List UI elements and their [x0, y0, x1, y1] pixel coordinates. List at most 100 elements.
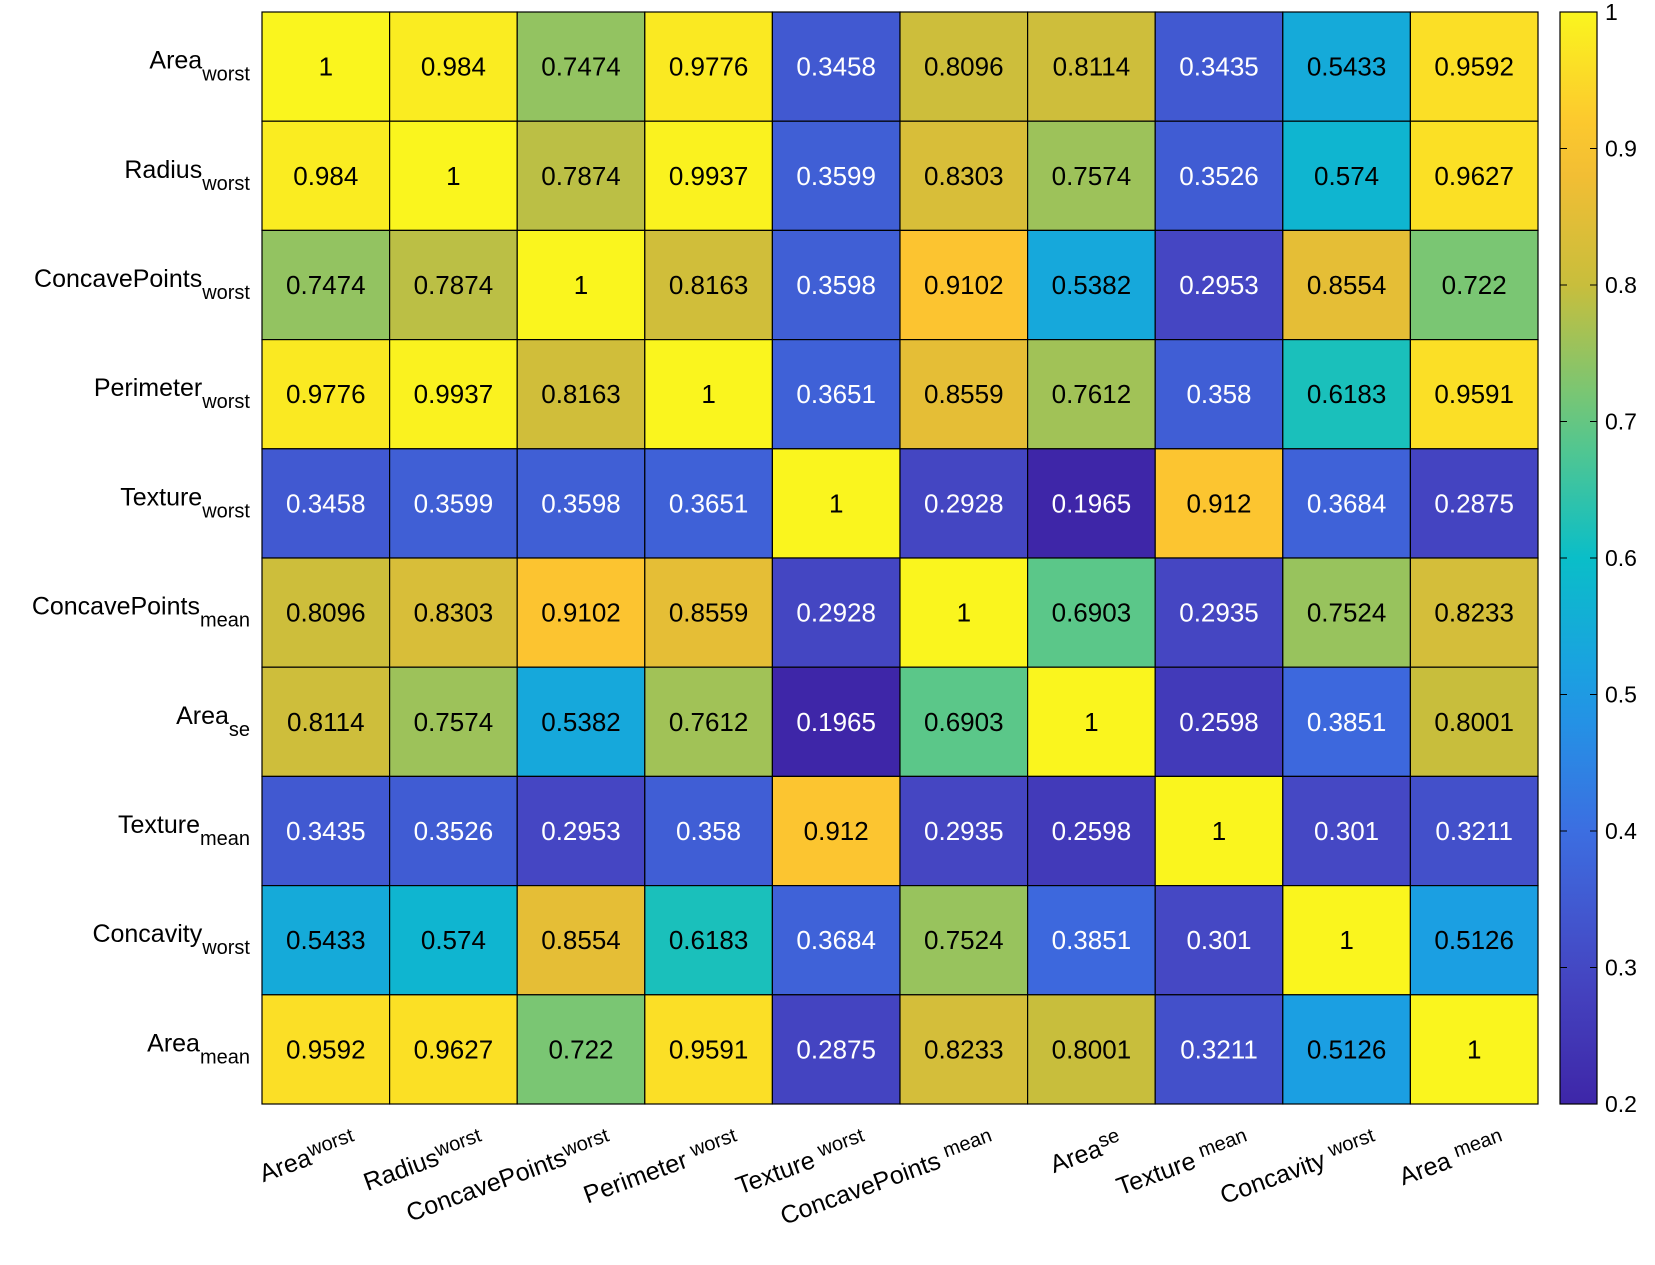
cell-value-label: 0.3435: [286, 816, 366, 846]
colorbar-tick-label: 0.6: [1605, 545, 1637, 571]
cell-value-label: 0.9776: [286, 379, 366, 409]
heatmap-cell: [644, 11, 773, 122]
cell-value-label: 0.7524: [1307, 598, 1387, 628]
cell-value-label: 0.3684: [1307, 488, 1387, 518]
heatmap-cell: [1409, 339, 1539, 450]
heatmap-cell: [1282, 120, 1412, 231]
heatmap-cell: [1409, 884, 1539, 996]
heatmap-cell: [516, 884, 646, 996]
cell-value-label: 0.9627: [414, 1034, 494, 1064]
cell-value-label: 0.8233: [1434, 598, 1514, 628]
cell-value-label: 0.984: [421, 52, 486, 82]
heatmap-cell: [899, 339, 1029, 450]
heatmap-cell: [516, 11, 646, 122]
cell-value-label: 0.2953: [1179, 270, 1259, 300]
cell-value-label: 0.9592: [1434, 52, 1514, 82]
heatmap-cells: 1 0.984 0.7474 0.9776 0.3458 0.8096 0.8114 0.34…: [261, 11, 1539, 1105]
cell-value-label: 0.722: [548, 1034, 613, 1064]
cell-value-label: 0.7874: [541, 161, 621, 191]
cell-value-label: 0.6903: [924, 707, 1004, 737]
heatmap-cell: [644, 666, 773, 778]
cell-value-label: 1: [574, 270, 588, 300]
column-label: Arease: [1045, 1125, 1125, 1179]
cell-value-label: 0.3684: [796, 925, 876, 955]
cell-value-label: 0.9102: [541, 598, 621, 628]
row-label: ConcavePointsmean: [32, 593, 250, 632]
cell-value-label: 0.574: [421, 925, 486, 955]
heatmap-cell: [516, 229, 646, 341]
colorbar-tick-label: 0.8: [1605, 272, 1637, 298]
cell-value-label: 0.8554: [1307, 270, 1387, 300]
heatmap-cell: [1026, 229, 1156, 341]
colorbar-tick-label: 0.3: [1605, 955, 1637, 981]
column-label: ConcavePoints mean: [776, 1125, 998, 1231]
cell-value-label: 0.3851: [1052, 925, 1132, 955]
heatmap-cell: [1154, 120, 1284, 231]
cell-value-label: 0.301: [1186, 925, 1251, 955]
cell-value-label: 0.7574: [1052, 161, 1132, 191]
cell-value-label: 0.9627: [1434, 161, 1514, 191]
cell-value-label: 0.3458: [796, 52, 876, 82]
cell-value-label: 0.7612: [1052, 379, 1132, 409]
heatmap-cell: [516, 557, 646, 668]
cell-value-label: 0.3598: [796, 270, 876, 300]
heatmap-cell: [261, 557, 391, 668]
heatmap-cell: [389, 448, 518, 559]
heatmap-cell: [1282, 994, 1412, 1105]
heatmap-cell: [1282, 229, 1412, 341]
cell-value-label: 0.3458: [286, 488, 366, 518]
cell-value-label: 0.6183: [669, 925, 749, 955]
heatmap-cell: [644, 994, 773, 1105]
heatmap-cell: [1154, 229, 1284, 341]
cell-value-label: 1: [446, 161, 460, 191]
heatmap-cell: [261, 994, 391, 1105]
heatmap-cell: [771, 120, 901, 231]
cell-value-label: 0.3598: [541, 488, 621, 518]
row-label: Areamean: [147, 1029, 250, 1068]
cell-value-label: 0.3651: [796, 379, 876, 409]
heatmap-cell: [1409, 120, 1539, 231]
row-label: Areaworst: [149, 47, 250, 86]
row-label: Textureworst: [120, 483, 250, 522]
heatmap-cell: [1026, 884, 1156, 996]
heatmap-cell: [261, 339, 391, 450]
cell-value-label: 0.8001: [1052, 1034, 1132, 1064]
heatmap-cell: [771, 775, 901, 887]
cell-value-label: 1: [1339, 925, 1353, 955]
colorbar: 0.2 0.3 0.4 0.5 0.6 0.7 0.8 0.9 1: [1559, 0, 1637, 1117]
cell-value-label: 0.3211: [1435, 816, 1513, 846]
heatmap-cell: [1026, 339, 1156, 450]
cell-value-label: 0.8233: [924, 1034, 1004, 1064]
heatmap-cell: [1409, 994, 1539, 1105]
heatmap-cell: [771, 557, 901, 668]
heatmap-cell: [1154, 339, 1284, 450]
heatmap-cell: [1026, 994, 1156, 1105]
cell-value-label: 1: [1084, 707, 1098, 737]
row-label: Arease: [176, 702, 250, 741]
cell-value-label: 0.9776: [669, 52, 749, 82]
cell-value-label: 0.3851: [1307, 707, 1387, 737]
heatmap-cell: [644, 557, 773, 668]
row-labels: Areaworst Radiusworst ConcavePointsworst Pe…: [32, 47, 251, 1069]
heatmap-cell: [1026, 666, 1156, 778]
cell-value-label: 0.5382: [541, 707, 621, 737]
cell-value-label: 0.2875: [1434, 488, 1514, 518]
colorbar-tick-label: 1: [1605, 0, 1618, 25]
row-label: ConcavePointsworst: [34, 265, 250, 304]
heatmap-cell: [1282, 339, 1412, 450]
heatmap-cell: [1026, 557, 1156, 668]
heatmap-cell: [644, 775, 773, 887]
cell-value-label: 0.8001: [1434, 707, 1514, 737]
cell-value-label: 0.9102: [924, 270, 1004, 300]
cell-value-label: 0.8096: [286, 598, 366, 628]
heatmap-cell: [261, 11, 391, 122]
cell-value-label: 0.2928: [924, 488, 1004, 518]
column-label: Areaworst: [255, 1124, 361, 1188]
cell-value-label: 0.358: [676, 816, 741, 846]
cell-value-label: 0.1965: [1052, 488, 1132, 518]
heatmap-cell: [1409, 666, 1539, 778]
heatmap-cell: [1409, 448, 1539, 559]
cell-value-label: 0.912: [804, 816, 869, 846]
cell-value-label: 0.3651: [669, 488, 749, 518]
